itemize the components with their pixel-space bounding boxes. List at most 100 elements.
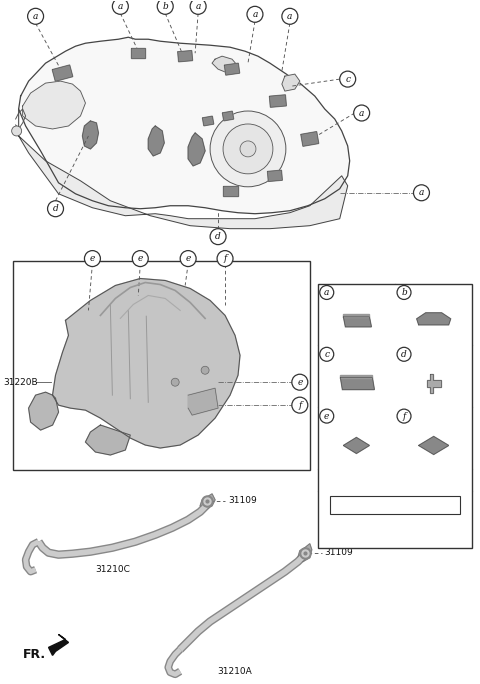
- Text: a: a: [252, 10, 258, 18]
- Polygon shape: [178, 51, 192, 62]
- Text: b: b: [162, 2, 168, 11]
- Polygon shape: [29, 392, 59, 430]
- Text: 31101F: 31101F: [336, 412, 371, 421]
- Polygon shape: [223, 186, 238, 196]
- Polygon shape: [344, 438, 370, 453]
- Polygon shape: [203, 116, 214, 126]
- Polygon shape: [344, 314, 370, 317]
- Polygon shape: [222, 111, 234, 121]
- Polygon shape: [212, 56, 238, 73]
- Circle shape: [112, 0, 128, 14]
- Polygon shape: [23, 81, 85, 129]
- Circle shape: [397, 347, 411, 361]
- Text: 31101E: 31101E: [414, 412, 448, 421]
- Circle shape: [84, 250, 100, 267]
- Text: a: a: [195, 2, 201, 11]
- Text: f: f: [298, 401, 301, 410]
- Text: 31109: 31109: [325, 548, 353, 557]
- Text: e: e: [297, 378, 302, 386]
- Circle shape: [292, 374, 308, 390]
- Circle shape: [240, 141, 256, 157]
- Polygon shape: [298, 544, 312, 562]
- Circle shape: [292, 397, 308, 413]
- Text: c: c: [324, 350, 329, 359]
- Text: 31210A: 31210A: [217, 668, 252, 676]
- Text: c: c: [345, 75, 350, 83]
- Circle shape: [210, 111, 286, 187]
- Polygon shape: [225, 63, 240, 75]
- Circle shape: [320, 285, 334, 300]
- Polygon shape: [340, 378, 374, 390]
- Text: 31101B: 31101B: [336, 288, 372, 297]
- Polygon shape: [344, 317, 372, 327]
- Text: a: a: [359, 109, 364, 118]
- Circle shape: [397, 409, 411, 423]
- Circle shape: [157, 0, 173, 14]
- Circle shape: [354, 105, 370, 121]
- Polygon shape: [301, 131, 319, 146]
- Polygon shape: [417, 313, 451, 325]
- Text: e: e: [324, 412, 329, 421]
- Text: 31210C: 31210C: [95, 565, 130, 574]
- Text: 31109: 31109: [228, 497, 257, 505]
- Text: a: a: [419, 188, 424, 197]
- Text: a: a: [118, 2, 123, 11]
- Text: a: a: [324, 288, 329, 297]
- Text: a: a: [33, 12, 38, 21]
- Text: FR.: FR.: [23, 648, 46, 661]
- Polygon shape: [52, 65, 73, 81]
- Bar: [330, 496, 460, 514]
- Text: f: f: [223, 254, 227, 263]
- Text: d: d: [401, 350, 407, 359]
- Text: a: a: [287, 12, 292, 21]
- Circle shape: [247, 6, 263, 23]
- Circle shape: [180, 250, 196, 267]
- Circle shape: [28, 8, 44, 24]
- Circle shape: [320, 347, 334, 361]
- Circle shape: [397, 285, 411, 300]
- Polygon shape: [83, 121, 98, 149]
- Polygon shape: [340, 375, 372, 378]
- Polygon shape: [188, 133, 205, 166]
- Text: b: b: [401, 288, 407, 297]
- Text: e: e: [90, 254, 95, 263]
- Circle shape: [413, 185, 430, 200]
- Polygon shape: [282, 74, 300, 91]
- Polygon shape: [132, 48, 145, 58]
- Polygon shape: [188, 389, 218, 415]
- Polygon shape: [269, 95, 286, 107]
- Bar: [12, 261, 310, 470]
- Text: 31101Q: 31101Q: [414, 288, 450, 297]
- Polygon shape: [267, 170, 282, 181]
- Text: 31220B: 31220B: [4, 378, 38, 386]
- Text: f: f: [402, 412, 406, 421]
- Polygon shape: [19, 109, 348, 228]
- Text: d: d: [215, 232, 221, 241]
- Polygon shape: [200, 494, 215, 510]
- Text: d: d: [53, 205, 59, 213]
- Polygon shape: [419, 436, 449, 454]
- Circle shape: [210, 228, 226, 245]
- Polygon shape: [85, 425, 130, 455]
- Circle shape: [190, 0, 206, 14]
- Circle shape: [48, 200, 63, 217]
- Circle shape: [282, 8, 298, 24]
- Polygon shape: [427, 374, 441, 393]
- Circle shape: [217, 250, 233, 267]
- Polygon shape: [48, 635, 69, 655]
- Circle shape: [223, 124, 273, 174]
- Text: 31104F: 31104F: [414, 350, 448, 359]
- Text: DIESEL: DIESEL: [378, 500, 412, 510]
- Text: 31038: 31038: [380, 475, 410, 485]
- Polygon shape: [148, 126, 164, 156]
- Circle shape: [340, 71, 356, 87]
- Circle shape: [201, 366, 209, 374]
- Polygon shape: [52, 278, 240, 448]
- Text: 31101H: 31101H: [336, 350, 372, 359]
- Text: e: e: [185, 254, 191, 263]
- Bar: [318, 283, 472, 548]
- Text: e: e: [138, 254, 143, 263]
- Circle shape: [171, 378, 179, 386]
- Polygon shape: [19, 37, 350, 213]
- Circle shape: [132, 250, 148, 267]
